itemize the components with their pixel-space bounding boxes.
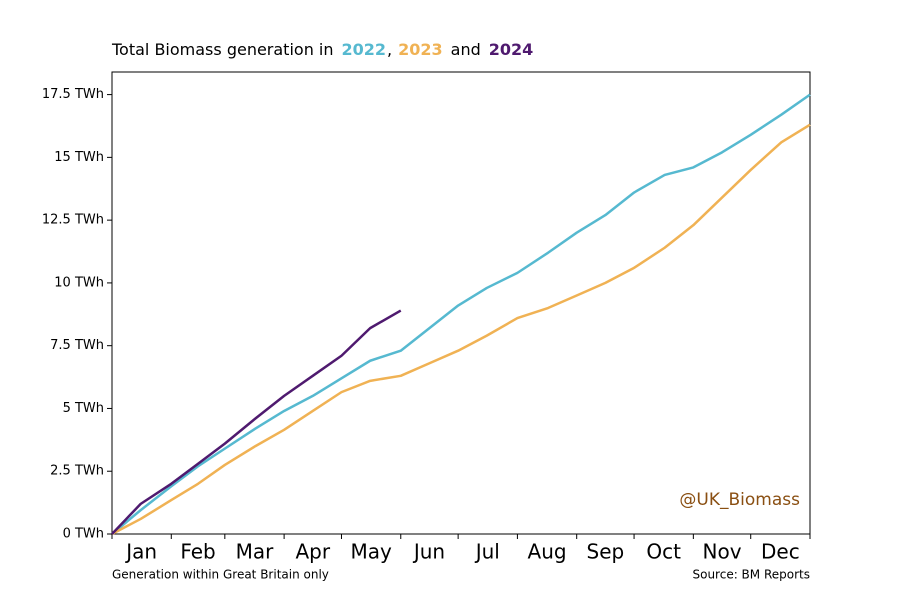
legend-entry: 2024 <box>489 40 534 59</box>
title-text: and <box>451 40 481 59</box>
plot-frame <box>111 71 811 535</box>
footnote: Generation within Great Britain only <box>112 568 329 582</box>
series-line <box>111 123 811 536</box>
y-tick-label: 12.5 TWh <box>42 213 104 228</box>
y-tick-label: 0 TWh <box>63 527 104 542</box>
chart-title: Total Biomass generation in 2022, 2023 and 2… <box>111 40 533 59</box>
x-tick-label: Jul <box>474 540 500 564</box>
y-tick-label: 5 TWh <box>63 401 104 416</box>
y-tick-label: 7.5 TWh <box>50 338 104 353</box>
y-tick-label: 2.5 TWh <box>50 464 104 479</box>
series-line <box>111 93 811 535</box>
x-tick-label: May <box>350 540 392 564</box>
y-tick-label: 10 TWh <box>54 275 104 290</box>
legend-entry: 2022 <box>342 40 387 59</box>
x-tick-label: Jan <box>124 540 157 564</box>
x-tick-label: Jun <box>412 540 445 564</box>
x-tick-label: Feb <box>180 540 215 564</box>
y-tick-label: 17.5 TWh <box>42 87 104 102</box>
title-text: Total Biomass generation in <box>111 40 334 59</box>
x-tick-label: Nov <box>703 540 742 564</box>
y-tick-label: 15 TWh <box>54 150 104 165</box>
title-text: , <box>387 40 392 59</box>
x-tick-label: Mar <box>236 540 275 564</box>
x-tick-label: Sep <box>587 540 625 564</box>
series-line <box>111 309 402 535</box>
x-tick-label: Dec <box>761 540 800 564</box>
legend-entry: 2023 <box>398 40 443 59</box>
source: Source: BM Reports <box>692 568 810 582</box>
x-tick-label: Apr <box>295 540 330 564</box>
x-tick-label: Oct <box>646 540 681 564</box>
watermark: @UK_Biomass <box>679 490 800 510</box>
x-tick-label: Aug <box>528 540 567 564</box>
